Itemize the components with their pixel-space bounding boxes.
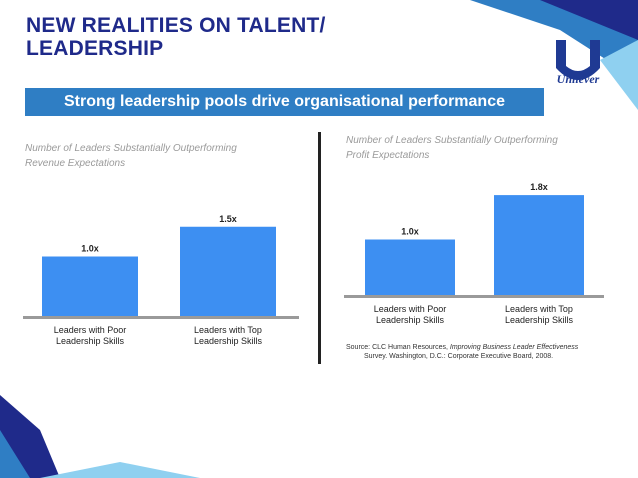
slide-title-line2: LEADERSHIP	[26, 37, 164, 60]
category-label-2-line-1: Leaders with Top	[194, 325, 262, 335]
bar-value-label-2: 1.8x	[530, 182, 548, 192]
unilever-logo-text: Unilever	[556, 72, 600, 86]
right-chart-title-line1: Number of Leaders Substantially Outperfo…	[346, 135, 558, 146]
source-note: Source: CLC Human Resources, Improving B…	[346, 343, 596, 361]
category-label-1-line-1: Leaders with Poor	[54, 325, 127, 335]
category-label-1-line-2: Leadership Skills	[56, 336, 125, 346]
category-label-1-line-2: Leadership Skills	[376, 315, 445, 325]
bar-1	[42, 256, 138, 316]
unilever-logo-icon	[556, 40, 600, 80]
category-label-2-line-2: Leadership Skills	[505, 315, 574, 325]
chart-divider	[318, 132, 321, 364]
bar-1	[365, 239, 455, 295]
chart-baseline	[344, 295, 604, 298]
source-publication: Improving Business Leader Effectiveness	[449, 344, 579, 351]
corner-shape-top-dark	[540, 0, 638, 40]
bar-value-label-2: 1.5x	[219, 214, 237, 224]
left-chart-title-line1: Number of Leaders Substantially Outperfo…	[25, 143, 237, 154]
right-chart-title-line2: Profit Expectations	[346, 150, 430, 161]
bar-2	[494, 195, 584, 295]
subtitle-banner: Strong leadership pools drive organisati…	[25, 88, 544, 116]
corner-shape-top-light	[600, 40, 638, 110]
bar-2	[180, 226, 276, 316]
source-line2: Survey. Washington, D.C.: Corporate Exec…	[364, 353, 554, 360]
slide-title: NEW REALITIES ON TALENT/ LEADERSHIP	[26, 14, 406, 60]
bar-value-label-1: 1.0x	[81, 244, 99, 254]
corner-shape-bottom-light	[40, 462, 200, 478]
right-chart-title: Number of Leaders Substantially Outperfo…	[346, 133, 558, 163]
category-label-1-line-1: Leaders with Poor	[374, 304, 447, 314]
source-prefix: Source: CLC Human Resources,	[346, 344, 450, 351]
category-label-2-line-1: Leaders with Top	[505, 304, 573, 314]
left-chart-title: Number of Leaders Substantially Outperfo…	[25, 141, 237, 171]
category-label-2-line-2: Leadership Skills	[194, 336, 263, 346]
slide-title-line1: NEW REALITIES ON TALENT/	[26, 14, 326, 37]
bar-value-label-1: 1.0x	[401, 227, 419, 237]
chart-baseline	[23, 316, 299, 319]
corner-shape-bottom-blue	[0, 430, 30, 478]
left-chart-title-line2: Revenue Expectations	[25, 158, 126, 169]
